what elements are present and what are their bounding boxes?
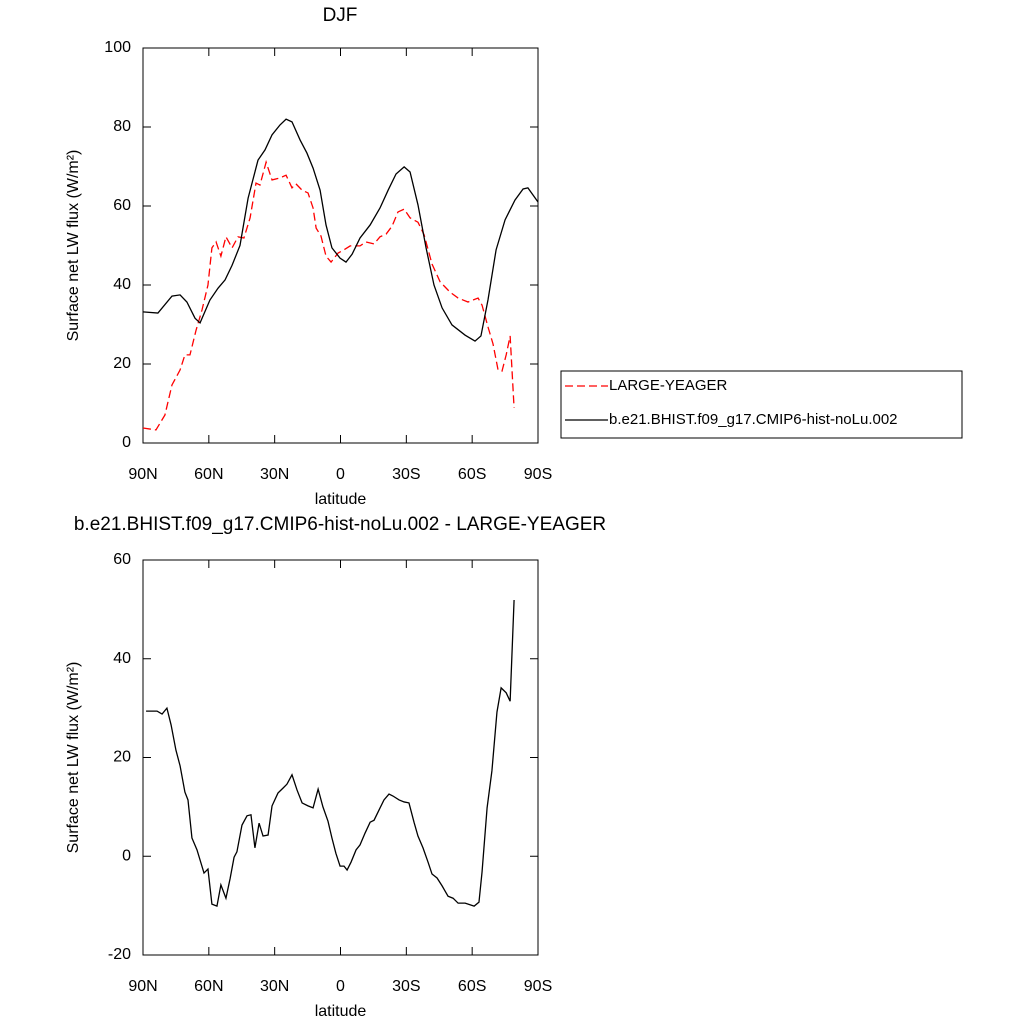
y-tick-label: 0: [122, 434, 131, 451]
data-line: [146, 599, 515, 908]
legend-label: LARGE-YEAGER: [609, 377, 728, 394]
x-tick-label: 60N: [194, 466, 223, 483]
y-axis-label: Surface net LW flux (W/m²): [65, 150, 82, 342]
x-tick-label: 60S: [458, 978, 486, 995]
data-line: [142, 118, 539, 342]
chart-title: b.e21.BHIST.f09_g17.CMIP6-hist-noLu.002 …: [74, 514, 606, 535]
x-tick-label: 60S: [458, 466, 486, 483]
y-tick-label: 100: [104, 39, 131, 56]
y-tick-label: 60: [113, 551, 131, 568]
y-axis-label: Surface net LW flux (W/m²): [65, 662, 82, 854]
x-tick-label: 60N: [194, 978, 223, 995]
x-tick-label: 90N: [128, 978, 157, 995]
legend-label: b.e21.BHIST.f09_g17.CMIP6-hist-noLu.002: [609, 411, 898, 428]
x-axis-label: latitude: [315, 1003, 367, 1020]
y-tick-label: 20: [113, 355, 131, 372]
x-tick-label: 30N: [260, 978, 289, 995]
x-tick-label: 30S: [392, 466, 420, 483]
x-axis-label: latitude: [315, 491, 367, 508]
y-tick-label: 40: [113, 650, 131, 667]
x-tick-label: 0: [336, 978, 345, 995]
data-line: [142, 159, 515, 431]
x-tick-label: 30S: [392, 978, 420, 995]
chart-title: DJF: [323, 5, 358, 26]
y-tick-label: 20: [113, 749, 131, 766]
plot-frame: [142, 559, 539, 956]
x-tick-label: 90N: [128, 466, 157, 483]
x-tick-label: 90S: [524, 978, 552, 995]
y-tick-label: 40: [113, 276, 131, 293]
y-tick-label: -20: [108, 946, 131, 963]
y-tick-label: 80: [113, 118, 131, 135]
y-tick-label: 0: [122, 847, 131, 864]
x-tick-label: 90S: [524, 466, 552, 483]
legend-box: [560, 370, 963, 439]
plot-frame: [142, 47, 539, 444]
x-tick-label: 30N: [260, 466, 289, 483]
y-tick-label: 60: [113, 197, 131, 214]
x-tick-label: 0: [336, 466, 345, 483]
